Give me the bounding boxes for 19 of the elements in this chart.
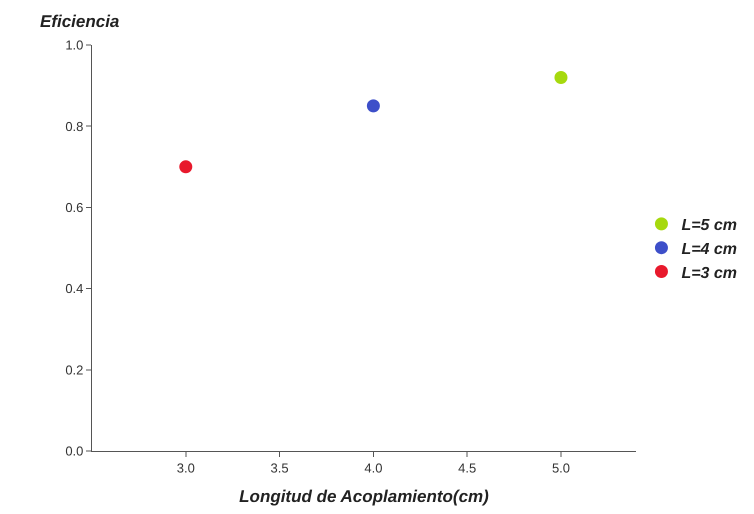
point <box>179 160 192 174</box>
y-tick-label: 0.6 <box>65 200 84 215</box>
x-tick-label: 4.0 <box>364 460 382 476</box>
y-tick-label: 0.0 <box>65 444 84 459</box>
y-axis-title: Eficiencia <box>40 12 120 31</box>
x-tick-label: 3.5 <box>270 460 289 476</box>
y-tick-label: 0.4 <box>65 281 84 296</box>
legend-label: L=5 cm <box>681 217 738 234</box>
x-axis-title: Longitud de Acoplamiento(cm) <box>239 487 490 506</box>
point <box>366 99 380 112</box>
x-tick-label: 5.0 <box>552 460 570 476</box>
y-tick-label: 1.0 <box>65 38 84 53</box>
legend-label: L=4 cm <box>681 240 738 258</box>
x-tick-label: 4.5 <box>458 460 476 476</box>
y-tick-label: 0.2 <box>65 362 84 378</box>
point <box>554 70 568 84</box>
y-tick-label: 0.8 <box>65 118 84 134</box>
legend-label: L=3 cm <box>681 264 738 282</box>
x-tick-label: 3.0 <box>176 460 195 476</box>
